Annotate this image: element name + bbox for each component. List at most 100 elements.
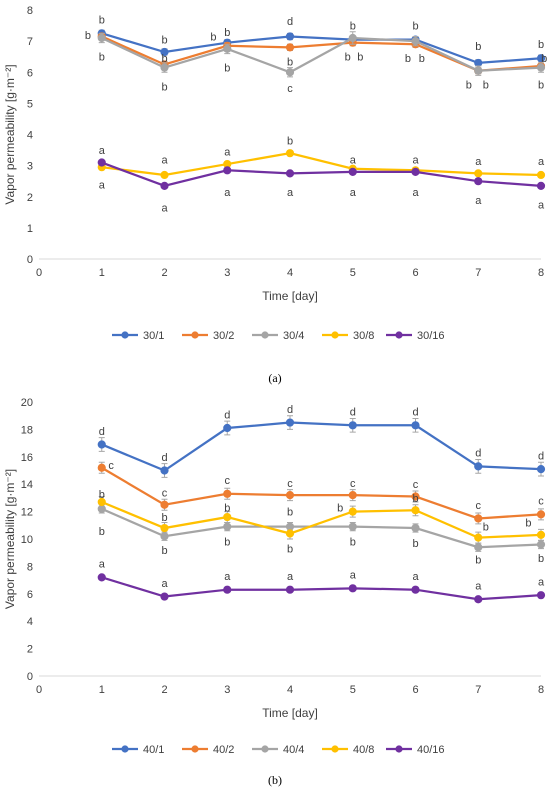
series-line [101,466,542,520]
data-point [348,167,357,176]
x-tick-label: 2 [161,684,167,696]
significance-letter: a [538,200,545,212]
y-tick-label: 0 [27,254,33,266]
series-30-16 [97,158,546,190]
y-tick-label: 6 [27,67,33,79]
series-line [101,32,542,65]
x-tick-label: 4 [287,684,293,696]
significance-letter: a [538,156,545,168]
y-tick-label: 5 [27,98,33,110]
significance-letter: c [350,478,356,490]
significance-letter: b [99,52,105,64]
x-tick-label: 0 [36,684,42,696]
legend-label: 30/2 [213,330,234,342]
significance-letter: b [483,80,489,92]
significance-letter: b [161,35,167,47]
significance-letter: c [287,478,293,490]
data-point [536,510,546,519]
y-tick-label: 3 [27,161,33,173]
data-point [285,585,295,594]
series-line [101,36,542,74]
legend-swatch-marker [261,745,269,753]
data-point [348,522,357,531]
significance-letter: d [350,407,356,419]
significance-letter: b [483,522,489,534]
y-tick-label: 14 [21,479,33,491]
data-point [411,37,420,46]
x-tick-label: 6 [412,684,418,696]
data-point [160,181,169,190]
series-40-1 [97,415,546,478]
significance-letter: d [475,448,481,460]
significance-letter: a [224,147,231,159]
y-tick-label: 2 [27,192,33,204]
series-line [101,161,542,188]
legend-label: 30/4 [283,330,304,342]
significance-letter: b [419,53,425,65]
significance-letter: c [108,460,114,472]
data-point [474,595,483,604]
legend-label: 40/8 [353,744,374,756]
significance-letter: b [538,39,544,51]
data-point [411,421,420,430]
legend-swatch-marker [395,745,403,753]
y-tick-label: 8 [27,561,33,573]
x-axis-title: Time [day] [262,289,318,303]
significance-letter: a [412,154,419,166]
legend-label: 40/4 [283,744,304,756]
legend-label: 30/8 [353,330,374,342]
data-point [285,169,295,178]
legend: 30/1 30/2 30/4 30/8 30/16 [112,330,445,342]
significance-letter: b [287,136,293,148]
significance-letter: b [405,53,411,65]
data-point [474,169,483,178]
significance-letter: a [475,195,482,207]
significance-letter: b [541,53,547,65]
chart-panel-a: 0 1 2 3 4 5 6 7 8 0 1 2 3 4 5 6 7 8 Time [day] Vapor permea… [3,5,547,385]
data-point [474,543,483,552]
significance-letter: a [224,571,231,583]
significance-letter: b [525,518,531,530]
significance-letter: b [287,507,293,519]
significance-letter: b [161,512,167,524]
significance-letter: d [287,404,293,416]
data-point [474,177,483,186]
data-point [348,584,357,593]
x-tick-label: 7 [475,267,481,279]
significance-letter: c [413,479,419,491]
series-line [101,500,542,539]
data-point [160,466,169,475]
y-tick-label: 20 [21,397,33,409]
data-point [348,421,357,430]
x-tick-label: 0 [36,267,42,279]
significance-letter: b [357,52,363,64]
significance-letter: a [99,559,106,571]
data-point [411,585,420,594]
legend-swatch-marker [191,331,199,339]
y-axis-title: Vapor permeability [g·m⁻²] [3,469,17,609]
x-tick-label: 5 [350,684,356,696]
significance-letter: a [99,179,106,191]
y-tick-label: 2 [27,644,33,656]
series-line [101,152,542,177]
significance-letter: b [287,544,293,556]
significance-letter: b [350,21,356,33]
legend-label: 30/1 [143,330,164,342]
data-point [474,58,483,68]
panel-label: (a) [268,371,281,385]
significance-letter: d [161,452,167,464]
legend-swatch-marker [331,331,339,339]
data-point [97,440,106,449]
data-point [536,181,546,190]
y-tick-label: 18 [21,424,33,436]
legend-swatch-marker [121,331,129,339]
significance-letter: b [224,63,230,75]
data-point [97,158,106,167]
y-tick-label: 8 [27,5,33,17]
data-point [536,170,546,180]
data-point [223,489,232,498]
significance-letter: a [350,570,357,582]
data-point [285,149,295,158]
